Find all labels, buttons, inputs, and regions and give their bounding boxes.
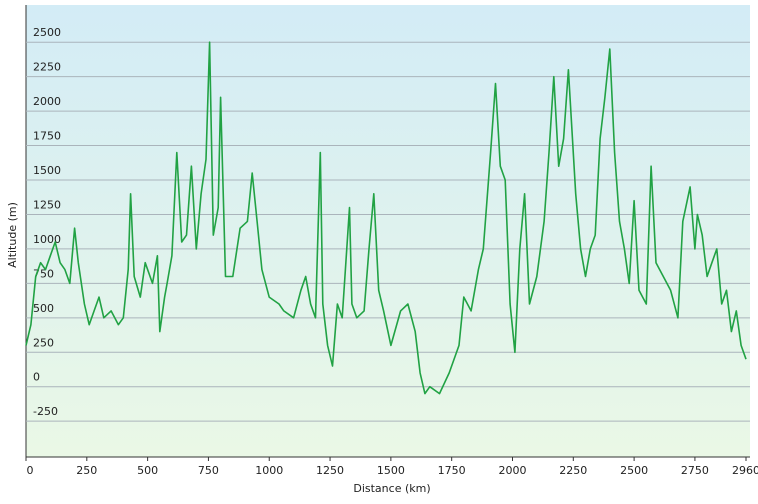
y-tick-label: 2500: [33, 26, 61, 39]
y-tick-label: 2250: [33, 61, 61, 74]
y-tick-label: 500: [33, 302, 54, 315]
plot-background: [26, 5, 750, 457]
y-tick-label: 1500: [33, 164, 61, 177]
x-tick-label: 2960: [732, 464, 758, 477]
y-tick-label: 1750: [33, 130, 61, 143]
altitude-line: [25, 41, 747, 395]
y-axis-label: Altitude (m): [6, 202, 19, 268]
y-tick-label: 1250: [33, 198, 61, 211]
x-axis-label: Distance (km): [353, 482, 430, 495]
x-tick-label: 1000: [255, 464, 283, 477]
x-tick-label: 750: [198, 464, 219, 477]
x-tick-label: 2250: [559, 464, 587, 477]
x-tick-label: 2500: [620, 464, 648, 477]
y-tick-label: 250: [33, 336, 54, 349]
x-tick-label: 1500: [377, 464, 405, 477]
x-tick-label: 2000: [498, 464, 526, 477]
y-tick-label: -250: [33, 405, 58, 418]
x-tick-label: 1250: [316, 464, 344, 477]
x-tick-label: 500: [137, 464, 158, 477]
x-tick-label: 2750: [681, 464, 709, 477]
x-tick-label: 0: [27, 464, 34, 477]
x-tick-label: 1750: [438, 464, 466, 477]
y-tick-label: 0: [33, 371, 40, 384]
y-tick-label: 1000: [33, 233, 61, 246]
y-tick-label: 2000: [33, 95, 61, 108]
x-tick-label: 250: [76, 464, 97, 477]
